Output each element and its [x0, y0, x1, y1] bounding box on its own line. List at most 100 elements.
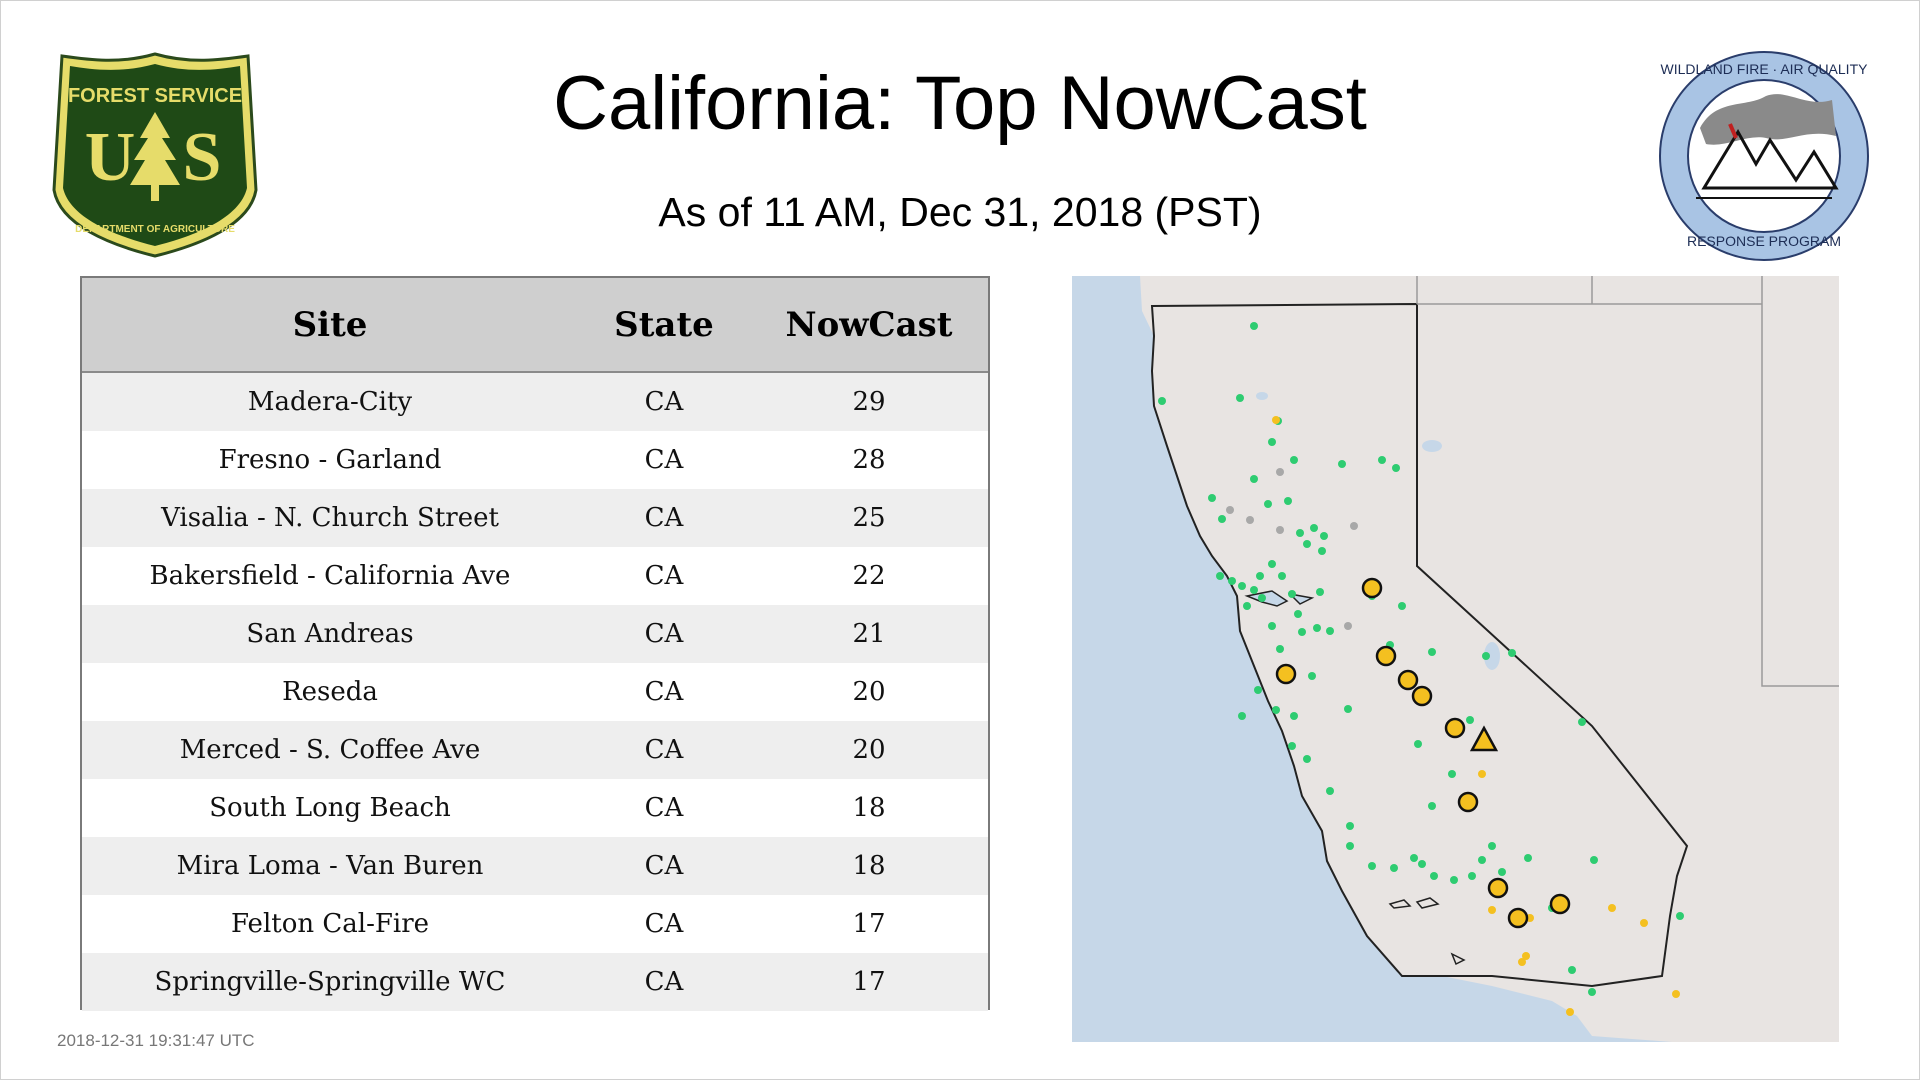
- nowcast-cell: 22: [852, 561, 886, 591]
- site-cell: Madera-City: [247, 387, 413, 417]
- site-marker: [1296, 529, 1304, 537]
- site-marker: [1578, 718, 1586, 726]
- site-marker: [1272, 416, 1280, 424]
- logo-right-bottom-text: RESPONSE PROGRAM: [1687, 233, 1841, 249]
- nowcast-table: Site State NowCast Madera-City CA 29 Fresno…: [80, 276, 990, 1011]
- site-marker: [1428, 802, 1436, 810]
- state-cell: CA: [644, 793, 684, 823]
- site-marker: [1216, 572, 1224, 580]
- site-marker: [1303, 755, 1311, 763]
- site-marker: [1430, 872, 1438, 880]
- page-title: California: Top NowCast: [553, 61, 1367, 146]
- site-marker: [1268, 560, 1276, 568]
- site-marker: [1478, 856, 1486, 864]
- site-cell: South Long Beach: [209, 793, 451, 823]
- site-marker: [1276, 645, 1284, 653]
- site-marker: [1346, 822, 1354, 830]
- top-site-triangle-marker: [1469, 725, 1499, 752]
- site-marker: [1392, 464, 1400, 472]
- site-marker: [1590, 856, 1598, 864]
- nowcast-cell: 25: [852, 503, 886, 533]
- site-marker: [1410, 854, 1418, 862]
- nowcast-cell: 29: [852, 387, 886, 417]
- svg-text:S: S: [183, 119, 222, 196]
- site-marker: [1428, 648, 1436, 656]
- top-site-marker: [1487, 877, 1509, 899]
- site-marker: [1290, 456, 1298, 464]
- site-marker: [1478, 770, 1486, 778]
- site-marker: [1672, 990, 1680, 998]
- top-site-marker: [1444, 717, 1466, 739]
- land-area: [1072, 276, 1839, 1042]
- state-cell: CA: [644, 561, 684, 591]
- site-marker: [1218, 515, 1226, 523]
- site-cell: Springville-Springville WC: [154, 967, 506, 997]
- state-cell: CA: [644, 503, 684, 533]
- site-cell: San Andreas: [246, 619, 414, 649]
- table-row: Felton Cal-Fire CA 17: [82, 895, 988, 953]
- state-cell: CA: [644, 619, 684, 649]
- site-cell: Felton Cal-Fire: [230, 909, 430, 939]
- site-marker: [1320, 532, 1328, 540]
- site-marker: [1508, 649, 1516, 657]
- site-marker: [1468, 872, 1476, 880]
- california-border: [1150, 302, 1689, 988]
- state-cell: CA: [644, 677, 684, 707]
- table-row: South Long Beach CA 18: [82, 779, 988, 837]
- site-marker: [1226, 506, 1234, 514]
- table-body: Madera-City CA 29 Fresno - Garland CA 28 Visal…: [82, 372, 988, 1011]
- site-marker: [1522, 952, 1530, 960]
- state-cell: CA: [644, 851, 684, 881]
- site-marker: [1344, 705, 1352, 713]
- logo-top-text: FOREST SERVICE: [68, 85, 242, 107]
- site-marker: [1568, 966, 1576, 974]
- column-header-site: Site: [82, 278, 578, 373]
- site-marker: [1250, 586, 1258, 594]
- table-row: Bakersfield - California Ave CA 22: [82, 547, 988, 605]
- generated-timestamp: 2018-12-31 19:31:47 UTC: [57, 1031, 255, 1050]
- top-site-marker: [1411, 685, 1433, 707]
- page-subtitle: As of 11 AM, Dec 31, 2018 (PST): [658, 189, 1262, 235]
- site-marker: [1288, 590, 1296, 598]
- site-marker: [1258, 594, 1266, 602]
- site-marker: [1326, 787, 1334, 795]
- site-marker: [1264, 500, 1272, 508]
- table-row: San Andreas CA 21: [82, 605, 988, 663]
- nowcast-cell: 18: [852, 851, 886, 881]
- site-marker: [1308, 672, 1316, 680]
- site-marker: [1378, 456, 1386, 464]
- state-cell: CA: [644, 735, 684, 765]
- site-marker: [1288, 742, 1296, 750]
- site-marker: [1588, 988, 1596, 996]
- site-marker: [1488, 906, 1496, 914]
- site-cell: Fresno - Garland: [218, 445, 442, 475]
- nowcast-cell: 17: [852, 909, 886, 939]
- site-marker: [1272, 706, 1280, 714]
- table-row: Madera-City CA 29: [82, 372, 988, 431]
- site-marker: [1640, 919, 1648, 927]
- site-marker: [1676, 912, 1684, 920]
- monitoring-sites: [1158, 322, 1684, 1016]
- top-site-marker: [1361, 577, 1383, 599]
- state-cell: CA: [644, 445, 684, 475]
- logo-right-top-text: WILDLAND FIRE · AIR QUALITY: [1661, 61, 1869, 77]
- nowcast-cell: 20: [852, 677, 886, 707]
- site-marker: [1158, 397, 1166, 405]
- site-cell: Mira Loma - Van Buren: [176, 851, 484, 881]
- site-marker: [1316, 588, 1324, 596]
- site-marker: [1278, 572, 1286, 580]
- table-row: Mira Loma - Van Buren CA 18: [82, 837, 988, 895]
- column-header-state: State: [578, 278, 750, 373]
- table-row: Springville-Springville WC CA 17: [82, 953, 988, 1011]
- channel-island: [1388, 899, 1412, 909]
- site-marker: [1398, 602, 1406, 610]
- state-cell: CA: [644, 967, 684, 997]
- site-marker: [1246, 516, 1254, 524]
- site-marker: [1276, 526, 1284, 534]
- site-marker: [1228, 577, 1236, 585]
- pine-tree-icon: [130, 112, 180, 201]
- mountain-icon: [1701, 129, 1839, 190]
- site-marker: [1243, 602, 1251, 610]
- site-marker: [1303, 540, 1311, 548]
- site-cell: Merced - S. Coffee Ave: [179, 735, 481, 765]
